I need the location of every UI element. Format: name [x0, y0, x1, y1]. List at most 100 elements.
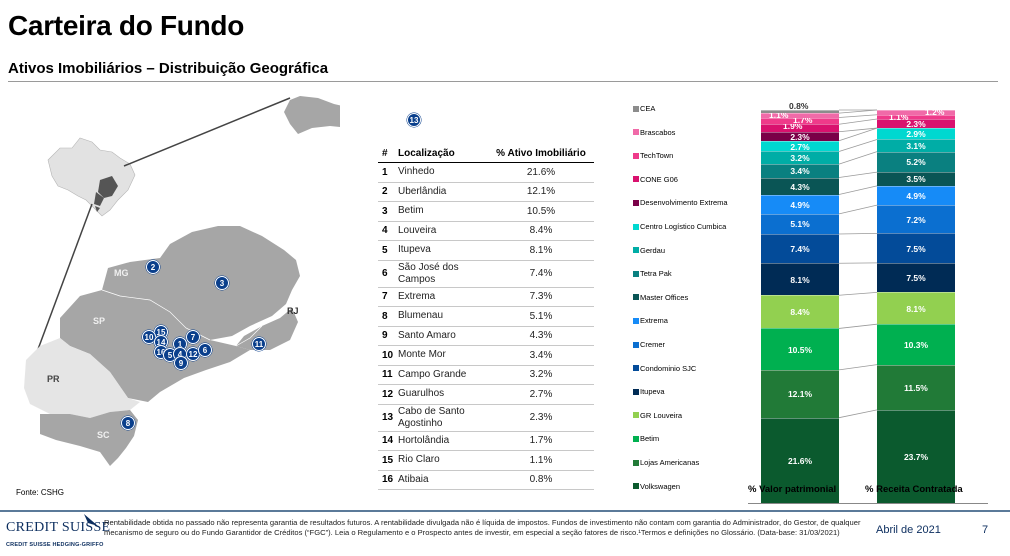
table-row: 5 Itupeva 8.1% [378, 240, 594, 261]
segment-value-label: 7.5% [906, 273, 926, 284]
logo-text: CREDIT SUISSE [6, 520, 111, 535]
legend-item: Cremer [633, 340, 665, 349]
legend-swatch-icon [633, 270, 639, 277]
table-row: 7 Extrema 7.3% [378, 287, 594, 307]
location-table: # Localização % Ativo Imobiliário 1 Vinhe… [378, 146, 594, 490]
bar-valor-patrimonial: 21.6% 12.1% 10.5% 8.4% 8.1% 7.4% 5.1% 4.9% 4.3% 3… [761, 110, 839, 503]
bar-segment [877, 110, 955, 115]
table-row: 12 Guarulhos 2.7% [378, 384, 594, 405]
table-row: 10 Monte Mor 3.4% [378, 345, 594, 366]
legend-item: Tetra Pak [633, 269, 672, 278]
bar-segment: 4.9% [761, 194, 839, 214]
legend-item: Extrema [633, 316, 668, 325]
segment-value-label: 5.1% [790, 219, 810, 230]
legend-label: Tetra Pak [640, 269, 672, 279]
sail-icon [84, 514, 98, 526]
segment-value-label: 3.4% [790, 166, 810, 177]
map-marker-13[interactable]: 13 [407, 113, 421, 127]
legend-label: Betim [640, 434, 660, 444]
bar-segment [761, 110, 839, 114]
segment-value-label: 1.1% [889, 111, 909, 122]
bar-segment: 7.5% [877, 262, 955, 293]
legend-swatch-icon [633, 341, 639, 348]
map-marker-9[interactable]: 9 [174, 356, 188, 370]
section-subtitle: Ativos Imobiliários – Distribuição Geogr… [8, 60, 329, 77]
col-header-location: Localização [398, 146, 488, 163]
bar-top-label-cea: 0.8% [789, 101, 809, 111]
bar-segment: 23.7% [877, 409, 955, 503]
state-label-mg: MG [114, 268, 129, 278]
map-marker-7[interactable]: 7 [186, 330, 200, 344]
map-marker-11[interactable]: 11 [252, 337, 266, 351]
map-marker-6[interactable]: 6 [198, 343, 212, 357]
segment-value-label: 4.3% [790, 181, 810, 192]
table-row: 14 Hortolândia 1.7% [378, 431, 594, 451]
bar-segment: 8.1% [877, 292, 955, 325]
legend-item: Gerdau [633, 246, 665, 255]
bar-segment: 7.4% [761, 234, 839, 264]
bar-segment: 3.5% [877, 172, 955, 186]
legend-item: Condominio SJC [633, 364, 696, 373]
bar-segment: 2.3% [761, 131, 839, 142]
legend-swatch-icon [633, 152, 639, 159]
page-number: 7 [982, 524, 989, 536]
segment-value-label: 2.3% [906, 119, 926, 130]
legend-item: Betim [633, 434, 659, 443]
bar-segment: 11.5% [877, 364, 955, 410]
legal-disclaimer: Rentabilidade obtida no passado não repr… [104, 518, 861, 537]
legend-item: Volkswagen [633, 482, 680, 491]
bar-segment [761, 117, 839, 125]
segment-value-label: 7.5% [906, 243, 926, 254]
bar-segment: 7.5% [877, 233, 955, 263]
bar-segment: 3.4% [761, 164, 839, 178]
footer-divider [0, 510, 1010, 512]
bar-segment [761, 124, 839, 132]
legend-item: Brascabos [633, 128, 675, 137]
segment-value-label: 1.9% [783, 121, 803, 132]
credit-suisse-logo: CREDIT SUISSE CREDIT SUISSE HEDGING-GRIF… [6, 514, 111, 548]
legend-swatch-icon [633, 247, 639, 254]
bar-segment: 5.1% [761, 213, 839, 235]
legend-label: Centro Logístico Cumbica [640, 222, 727, 231]
bar-segment [877, 114, 955, 120]
segment-value-label: 3.2% [790, 153, 810, 164]
legend-item: Centro Logístico Cumbica [633, 222, 726, 231]
map-marker-2[interactable]: 2 [146, 260, 160, 274]
map-marker-8[interactable]: 8 [121, 416, 135, 430]
bar-segment: 12.1% [761, 369, 839, 418]
legend-label: Brascabos [640, 127, 676, 137]
bar-segment: 3.1% [877, 139, 955, 152]
bar-segment: 2.9% [877, 128, 955, 140]
legend-item: Itupeva [633, 387, 665, 396]
segment-value-label: 23.7% [903, 451, 929, 462]
map-marker-3[interactable]: 3 [215, 276, 229, 290]
legend-label: Master Offices [640, 292, 689, 302]
segment-value-label: 5.2% [906, 157, 926, 168]
segment-value-label: 7.2% [906, 214, 926, 225]
table-row: 8 Blumenau 5.1% [378, 306, 594, 327]
legend-swatch-icon [633, 199, 639, 206]
legend-item: Lojas Americanas [633, 458, 699, 467]
segment-value-label: 4.9% [790, 199, 810, 210]
table-row: 4 Louveira 8.4% [378, 221, 594, 241]
legend-label: CEA [640, 104, 656, 113]
segment-value-label: 8.1% [790, 274, 810, 285]
segment-value-label: 3.5% [906, 174, 926, 185]
state-label-sc: SC [97, 430, 110, 440]
bar-segment: 3.2% [761, 151, 839, 165]
legend-label: Cremer [640, 340, 666, 349]
legend-swatch-icon [633, 176, 639, 183]
legend-item: CONE G06 [633, 175, 678, 184]
bar-segment: 8.1% [761, 263, 839, 296]
legend-item: Desenvolvimento Extrema [633, 198, 728, 207]
state-label-rj: RJ [287, 306, 299, 316]
segment-value-label: 4.9% [906, 190, 926, 201]
legend-label: CONE G06 [640, 174, 678, 184]
segment-value-label: 2.9% [906, 129, 926, 140]
table-row: 11 Campo Grande 3.2% [378, 365, 594, 385]
legend-label: Condominio SJC [640, 363, 697, 373]
divider [8, 81, 998, 82]
legend-item: CEA [633, 104, 655, 113]
table-row: 16 Atibaia 0.8% [378, 470, 594, 490]
state-label-sp: SP [93, 316, 106, 326]
